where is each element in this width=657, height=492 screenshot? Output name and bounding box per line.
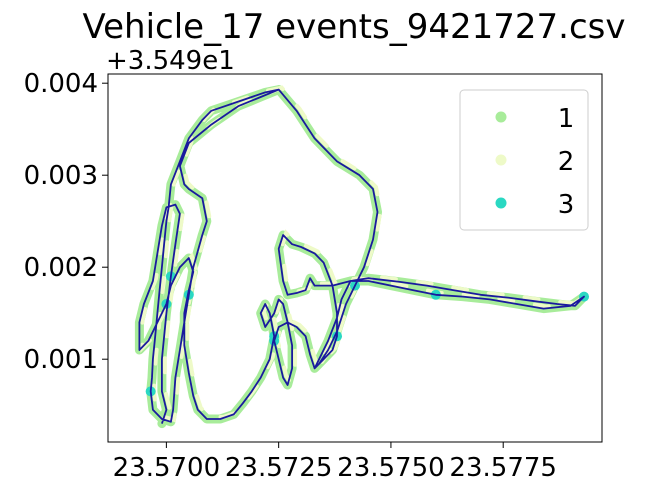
legend-label: 2 bbox=[558, 147, 575, 177]
y-tick-label: 0.004 bbox=[24, 69, 98, 99]
legend-marker bbox=[495, 154, 507, 166]
x-axis: 23.5700 23.5725 23.5750 23.5775 bbox=[113, 442, 557, 483]
chart-title: Vehicle_17 events_9421727.csv bbox=[83, 7, 626, 47]
x-tick-label: 23.5700 bbox=[113, 453, 221, 483]
y-offset-text: +3.549e1 bbox=[106, 46, 235, 76]
legend-entries: 1 2 3 bbox=[495, 104, 575, 220]
y-tick-label: 0.001 bbox=[24, 345, 98, 375]
x-tick-label: 23.5775 bbox=[449, 453, 557, 483]
legend-marker bbox=[495, 197, 507, 209]
x-tick-label: 23.5750 bbox=[337, 453, 445, 483]
legend-label: 3 bbox=[558, 190, 575, 220]
y-tick-label: 0.002 bbox=[24, 253, 98, 283]
series-2-markers bbox=[140, 85, 589, 424]
legend-label: 1 bbox=[558, 104, 575, 134]
y-tick-label: 0.003 bbox=[24, 161, 98, 191]
x-tick-label: 23.5725 bbox=[225, 453, 333, 483]
legend-marker bbox=[495, 111, 507, 123]
legend-box bbox=[459, 89, 589, 231]
y-axis: 0.001 0.002 0.003 0.004 bbox=[24, 69, 108, 375]
legend: 1 2 3 bbox=[459, 89, 589, 231]
track-line bbox=[138, 88, 585, 424]
